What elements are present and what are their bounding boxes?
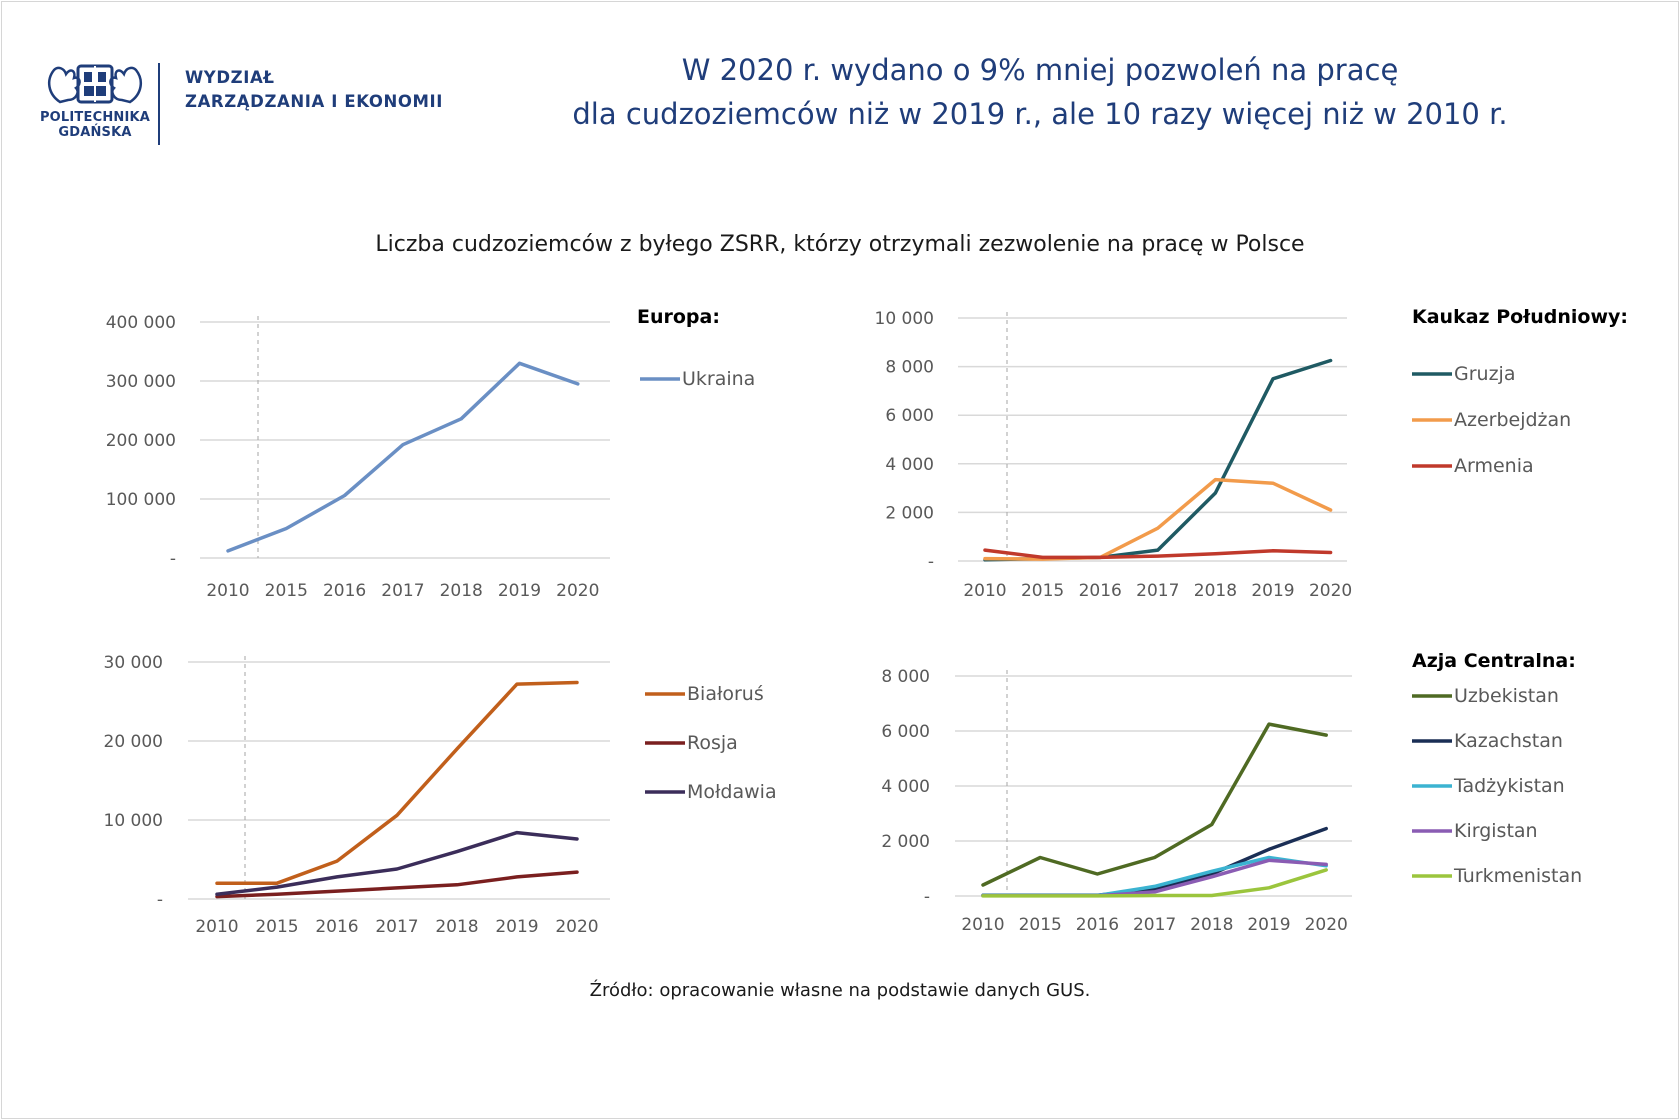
kaukaz-xtick-label: 2015 [1021,581,1064,601]
azja-ytick-label: 6 000 [881,722,930,742]
europa-ytick-label: 200 000 [106,431,176,451]
europa-ytick-label: - [170,549,176,569]
azja-ytick-label: - [924,887,930,907]
azja-series-line-kirgistan [981,858,1328,898]
azja-xtick-label: 2020 [1305,915,1348,935]
europa-ytick-label: 100 000 [106,490,176,510]
europa-legend-label: Ukraina [682,368,755,390]
kaukaz-ytick-label: 6 000 [885,406,934,426]
europa-xtick-label: 2019 [498,581,541,601]
faculty-name: WYDZIAŁ ZARZĄDZANIA I EKONOMII [185,66,443,114]
europa-xtick-label: 2018 [440,581,483,601]
wschod-xtick-label: 2017 [375,917,418,937]
kaukaz-xtick-label: 2019 [1251,581,1294,601]
wschod-legend-label: Mołdawia [687,781,777,803]
wschod-xtick-label: 2019 [495,917,538,937]
logo-text-line1: POLITECHNIKA [39,110,151,125]
europa-ytick-label: 400 000 [106,313,176,333]
logo-text-line2: GDAŃSKA [58,125,132,140]
europa-xtick-label: 2016 [323,581,366,601]
kaukaz-series-line-armenia [983,548,1333,560]
azja-xtick-label: 2015 [1019,915,1062,935]
kaukaz-legend-title: Kaukaz Południowy: [1412,306,1628,328]
wschod-xtick-label: 2010 [195,917,238,937]
azja-series-line-turkmenistan [981,868,1328,898]
europa-legend-title: Europa: [637,306,720,328]
wschod-legend-label: Rosja [687,732,738,754]
azja-legend-title: Azja Centralna: [1412,650,1576,672]
azja-xtick-label: 2017 [1133,915,1176,935]
azja-xtick-label: 2018 [1190,915,1233,935]
kaukaz-xtick-label: 2010 [963,581,1006,601]
wschod-ytick-label: 10 000 [104,811,163,831]
kaukaz-ytick-label: 8 000 [885,358,934,378]
wschod-ytick-label: - [157,890,163,910]
europa-xtick-label: 2017 [381,581,424,601]
page-title: W 2020 r. wydano o 9% mniej pozwoleń na … [520,48,1560,136]
kaukaz-legend-label: Gruzja [1454,363,1515,385]
azja-series-line-uzbekistan [981,722,1328,887]
kaukaz-xtick-label: 2017 [1136,581,1179,601]
azja-legend-label: Kirgistan [1454,820,1538,842]
kaukaz-ytick-label: 2 000 [885,503,934,523]
azja-legend-label: Uzbekistan [1454,685,1559,707]
kaukaz-xtick-label: 2018 [1194,581,1237,601]
europa-series-line-ukraina [226,361,580,553]
kaukaz-legend-label: Armenia [1454,455,1534,477]
azja-xtick-label: 2019 [1247,915,1290,935]
chart-subtitle: Liczba cudzoziemców z byłego ZSRR, którz… [375,232,1305,257]
azja-ytick-label: 2 000 [881,832,930,852]
wschod-series-line-mołdawia [215,830,579,897]
kaukaz-ytick-label: - [928,552,934,572]
university-logo: POLITECHNIKA GDAŃSKA [30,60,160,150]
kaukaz-ytick-label: 10 000 [875,309,934,329]
kaukaz-ytick-label: 4 000 [885,455,934,475]
wschod-xtick-label: 2016 [315,917,358,937]
source-note: Źródło: opracowanie własne na podstawie … [589,980,1091,1001]
wschod-ytick-label: 30 000 [104,653,163,673]
europa-xtick-label: 2015 [265,581,308,601]
azja-ytick-label: 4 000 [881,777,930,797]
headline-line2: dla cudzoziemców niż w 2019 r., ale 10 r… [572,97,1508,131]
wschod-ytick-label: 20 000 [104,732,163,752]
wschod-xtick-label: 2020 [555,917,598,937]
kaukaz-series-line-azerbejdżan [983,477,1333,561]
azja-xtick-label: 2016 [1076,915,1119,935]
kaukaz-legend-label: Azerbejdżan [1454,409,1571,431]
azja-ytick-label: 8 000 [881,667,930,687]
azja-legend-label: Tadżykistan [1453,775,1565,797]
headline-line1: W 2020 r. wydano o 9% mniej pozwoleń na … [681,53,1399,87]
university-emblem-icon [47,64,143,104]
wschod-xtick-label: 2018 [435,917,478,937]
azja-xtick-label: 2010 [961,915,1004,935]
faculty-line2: ZARZĄDZANIA I EKONOMII [185,92,444,111]
faculty-line1: WYDZIAŁ [185,68,275,87]
wschod-xtick-label: 2015 [255,917,298,937]
wschod-series-line-rosja [215,870,579,899]
europa-xtick-label: 2020 [556,581,599,601]
kaukaz-xtick-label: 2016 [1079,581,1122,601]
azja-legend-label: Turkmenistan [1453,865,1582,887]
wschod-legend-label: Białoruś [687,683,764,705]
azja-legend-label: Kazachstan [1454,730,1563,752]
wschod-series-line-białoruś [215,680,579,885]
europa-xtick-label: 2010 [206,581,249,601]
kaukaz-xtick-label: 2020 [1309,581,1352,601]
europa-ytick-label: 300 000 [106,372,176,392]
header-divider [158,63,160,145]
